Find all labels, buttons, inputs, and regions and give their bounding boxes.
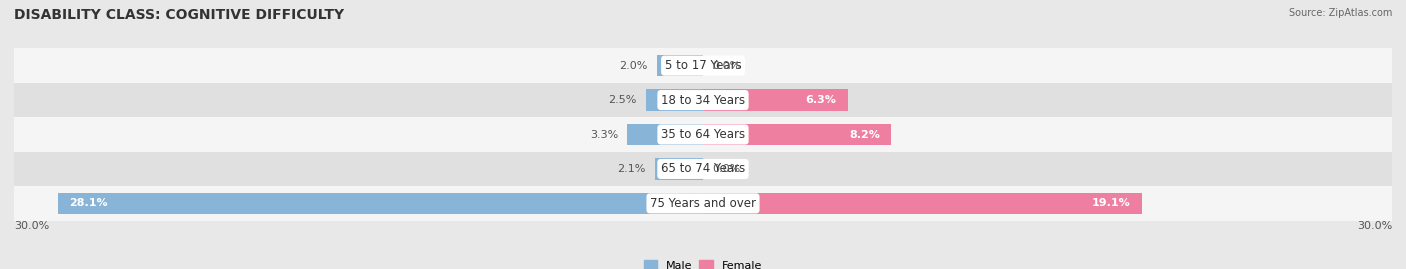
Text: 35 to 64 Years: 35 to 64 Years (661, 128, 745, 141)
Bar (58, 193, 703, 214)
Text: 2.0%: 2.0% (620, 61, 648, 71)
Bar (14, 152, 1392, 186)
Bar (645, 89, 703, 111)
Bar (703, 89, 848, 111)
Bar (627, 124, 703, 145)
Text: 18 to 34 Years: 18 to 34 Years (661, 94, 745, 107)
Text: 5 to 17 Years: 5 to 17 Years (665, 59, 741, 72)
Bar (14, 83, 1392, 117)
Text: 75 Years and over: 75 Years and over (650, 197, 756, 210)
Text: 65 to 74 Years: 65 to 74 Years (661, 162, 745, 175)
Bar (14, 48, 1392, 83)
Bar (703, 124, 891, 145)
Text: 2.1%: 2.1% (617, 164, 645, 174)
Text: Source: ZipAtlas.com: Source: ZipAtlas.com (1288, 8, 1392, 18)
Bar (655, 158, 703, 180)
Bar (14, 186, 1392, 221)
Text: 30.0%: 30.0% (14, 221, 49, 231)
Text: DISABILITY CLASS: COGNITIVE DIFFICULTY: DISABILITY CLASS: COGNITIVE DIFFICULTY (14, 8, 344, 22)
Text: 8.2%: 8.2% (849, 129, 880, 140)
Text: 28.1%: 28.1% (69, 198, 108, 208)
Text: 3.3%: 3.3% (589, 129, 619, 140)
Text: 0.0%: 0.0% (713, 61, 741, 71)
Text: 30.0%: 30.0% (1357, 221, 1392, 231)
Bar (14, 117, 1392, 152)
Legend: Male, Female: Male, Female (640, 256, 766, 269)
Text: 2.5%: 2.5% (607, 95, 637, 105)
Text: 6.3%: 6.3% (806, 95, 837, 105)
Text: 19.1%: 19.1% (1091, 198, 1130, 208)
Bar (703, 193, 1142, 214)
Bar (657, 55, 703, 76)
Text: 0.0%: 0.0% (713, 164, 741, 174)
